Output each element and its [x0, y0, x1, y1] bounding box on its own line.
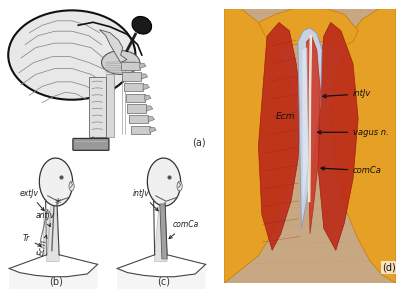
- Polygon shape: [117, 264, 206, 289]
- Polygon shape: [224, 9, 396, 283]
- Polygon shape: [143, 85, 150, 90]
- Text: vagus n.: vagus n.: [318, 128, 389, 137]
- Polygon shape: [89, 77, 106, 137]
- Text: Tr: Tr: [23, 234, 41, 246]
- Text: intJv: intJv: [323, 89, 371, 98]
- Polygon shape: [141, 74, 148, 79]
- Polygon shape: [148, 117, 154, 122]
- Polygon shape: [224, 9, 296, 283]
- Polygon shape: [106, 74, 114, 137]
- Polygon shape: [160, 204, 167, 259]
- Ellipse shape: [39, 158, 73, 206]
- Text: (c): (c): [158, 277, 170, 287]
- FancyBboxPatch shape: [73, 138, 109, 150]
- Polygon shape: [258, 22, 302, 250]
- Text: Ecm: Ecm: [37, 235, 49, 257]
- Polygon shape: [124, 83, 143, 91]
- Text: comCa: comCa: [169, 220, 198, 239]
- Text: (b): (b): [49, 277, 63, 287]
- Polygon shape: [298, 28, 322, 228]
- Ellipse shape: [177, 181, 182, 191]
- Text: extJv: extJv: [20, 189, 44, 211]
- Polygon shape: [131, 126, 150, 134]
- Circle shape: [8, 10, 136, 100]
- Polygon shape: [160, 204, 167, 259]
- Text: (a): (a): [192, 137, 206, 147]
- Ellipse shape: [102, 51, 140, 74]
- Text: Ecm: Ecm: [276, 112, 295, 121]
- Polygon shape: [306, 36, 320, 234]
- Ellipse shape: [132, 16, 152, 34]
- Polygon shape: [9, 264, 98, 289]
- Polygon shape: [100, 30, 127, 62]
- Polygon shape: [331, 9, 396, 283]
- Polygon shape: [302, 47, 308, 201]
- Text: (d): (d): [382, 262, 396, 272]
- Polygon shape: [126, 94, 145, 102]
- Ellipse shape: [69, 181, 74, 191]
- Polygon shape: [319, 22, 358, 250]
- Text: antJv: antJv: [35, 211, 54, 227]
- Polygon shape: [127, 105, 146, 113]
- Text: intJv: intJv: [133, 189, 158, 211]
- Polygon shape: [121, 62, 140, 70]
- Polygon shape: [150, 127, 156, 133]
- Polygon shape: [146, 106, 153, 111]
- Text: comCa: comCa: [321, 166, 382, 175]
- Polygon shape: [47, 204, 59, 262]
- Ellipse shape: [147, 158, 181, 206]
- Polygon shape: [44, 209, 51, 253]
- Polygon shape: [258, 9, 358, 47]
- Polygon shape: [122, 72, 141, 81]
- Polygon shape: [75, 141, 107, 142]
- Text: *: *: [55, 197, 61, 210]
- Polygon shape: [140, 63, 146, 68]
- Polygon shape: [129, 115, 148, 123]
- Polygon shape: [145, 95, 151, 100]
- Polygon shape: [155, 204, 167, 262]
